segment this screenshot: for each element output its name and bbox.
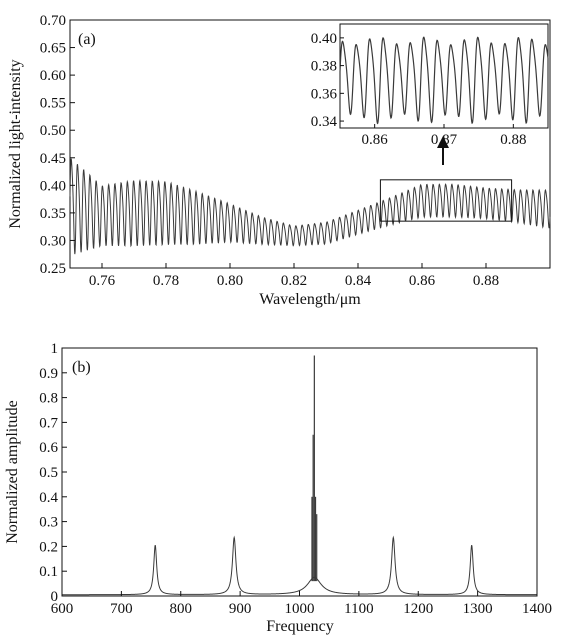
chart-b-y-tick-label: 0.4 — [39, 490, 58, 506]
chart-a-inset-x-tick-label: 0.87 — [431, 132, 458, 148]
chart-a-y-tick-label: 0.50 — [40, 123, 66, 139]
chart-b-y-tick-label: 0.7 — [39, 415, 58, 431]
chart-b-y-ticks: 0 0.1 0.2 0.3 0.4 0.5 0.6 0.7 0.8 0.9 1 — [39, 341, 67, 605]
chart-a-x-ticks: 0.76 0.78 0.80 0.82 0.84 0.86 0.88 — [89, 263, 499, 289]
chart-a: 0.76 0.78 0.80 0.82 0.84 0.86 0.88 0.25 0.30 0.3… — [7, 13, 551, 308]
chart-b-y-tick-label: 0.5 — [39, 465, 58, 481]
chart-a-y-tick-label: 0.40 — [40, 178, 66, 194]
chart-b-y-tick-label: 0.8 — [39, 391, 58, 407]
chart-a-zoom-arrowhead — [437, 136, 449, 148]
chart-a-y-tick-label: 0.70 — [40, 13, 66, 29]
chart-a-signal-line — [69, 158, 551, 255]
chart-a-inset-x-ticks: 0.86 0.87 0.88 — [362, 124, 526, 148]
chart-b-x-ticks: 600 700 800 900 1000 1100 1200 1300 1400 — [51, 591, 552, 617]
chart-a-x-axis-label: Wavelength/μm — [259, 291, 361, 308]
chart-a-y-ticks: 0.25 0.30 0.35 0.40 0.45 0.50 0.55 0.60 0.65 0.70 — [40, 13, 75, 277]
chart-a-inset-y-ticks: 0.34 0.36 0.38 0.40 — [311, 31, 344, 130]
chart-b-y-tick-label: 0.9 — [39, 366, 58, 382]
chart-a-inset-signal-line — [339, 36, 549, 125]
chart-b-y-tick-label: 0.3 — [39, 515, 58, 531]
chart-b-x-tick-label: 700 — [110, 601, 133, 617]
chart-b-x-tick-label: 1400 — [522, 601, 552, 617]
chart-a-x-tick-label: 0.86 — [409, 273, 436, 289]
chart-b-panel-label: (b) — [72, 359, 91, 376]
chart-b-x-axis-label: Frequency — [266, 618, 334, 635]
chart-a-x-tick-label: 0.80 — [217, 273, 243, 289]
chart-a-inset-y-tick-label: 0.38 — [311, 59, 337, 75]
chart-b-spectrum-line — [62, 535, 537, 596]
chart-a-x-tick-label: 0.78 — [153, 273, 179, 289]
chart-a-y-tick-label: 0.60 — [40, 68, 66, 84]
chart-a-y-tick-label: 0.45 — [40, 151, 66, 167]
chart-b-x-tick-label: 600 — [51, 601, 74, 617]
chart-b-y-tick-label: 0.2 — [39, 539, 58, 555]
chart-b-y-axis-label: Normalized amplitude — [4, 400, 21, 544]
chart-a-inset-y-tick-label: 0.36 — [311, 86, 338, 102]
chart-a-y-axis-label: Normalized light-intensity — [7, 59, 24, 228]
chart-b-plot-frame — [61, 347, 538, 597]
chart-b-y-tick-label: 0 — [51, 589, 59, 605]
chart-b-x-tick-label: 900 — [229, 601, 252, 617]
chart-b-y-tick-label: 0.6 — [39, 440, 58, 456]
chart-a-y-tick-label: 0.30 — [40, 233, 66, 249]
chart-b-x-tick-label: 1200 — [403, 601, 433, 617]
chart-a-x-tick-label: 0.82 — [281, 273, 307, 289]
chart-a-inset-y-tick-label: 0.40 — [311, 31, 337, 47]
chart-a-y-tick-label: 0.65 — [40, 41, 66, 57]
chart-b-y-tick-label: 1 — [51, 341, 59, 357]
chart-a-x-tick-label: 0.88 — [473, 273, 499, 289]
chart-a-y-tick-label: 0.25 — [40, 261, 66, 277]
chart-a-inset-x-tick-label: 0.86 — [362, 132, 389, 148]
chart-b-y-tick-label: 0.1 — [39, 564, 58, 580]
chart-a-x-tick-label: 0.76 — [89, 273, 116, 289]
chart-a-zoom-box — [379, 179, 513, 222]
chart-a-inset: 0.86 0.87 0.88 0.34 0.36 0.38 0.40 — [311, 23, 549, 148]
chart-b-x-tick-label: 800 — [170, 601, 193, 617]
chart-b: 600 700 800 900 1000 1100 1200 1300 1400 0 0.1 0.2… — [4, 341, 552, 635]
chart-a-x-tick-label: 0.84 — [345, 273, 372, 289]
chart-a-y-tick-label: 0.55 — [40, 96, 66, 112]
chart-a-inset-x-tick-label: 0.88 — [500, 132, 526, 148]
chart-a-panel-label: (a) — [78, 31, 96, 48]
chart-a-inset-y-tick-label: 0.34 — [311, 114, 338, 130]
chart-a-plot-frame — [69, 19, 551, 269]
chart-a-y-tick-label: 0.35 — [40, 206, 66, 222]
chart-b-x-tick-label: 1300 — [463, 601, 493, 617]
chart-b-x-tick-label: 1100 — [344, 601, 373, 617]
chart-b-x-tick-label: 1000 — [285, 601, 315, 617]
